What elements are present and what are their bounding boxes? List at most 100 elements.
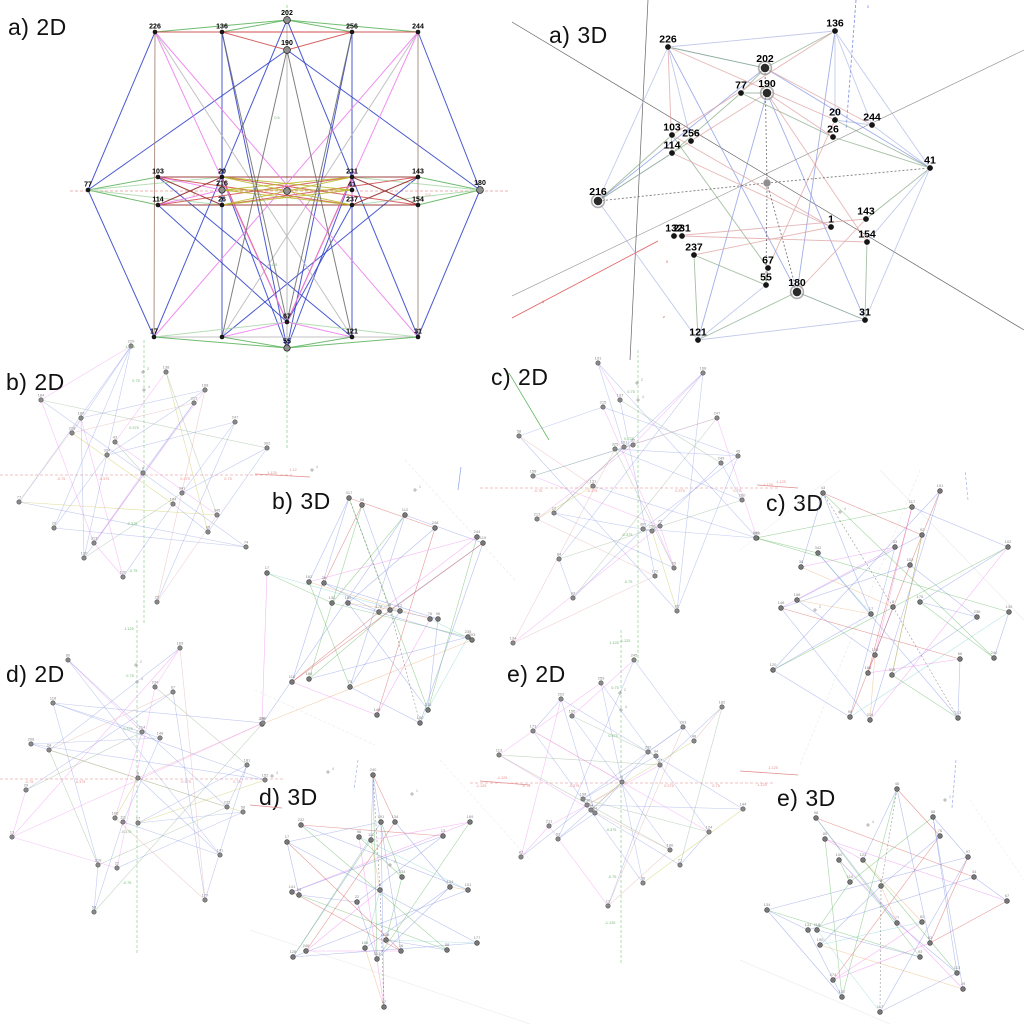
node-label: 131 [590, 478, 597, 483]
graph-node [822, 836, 828, 842]
node-label: 112 [402, 507, 409, 512]
axis-line [439, 760, 530, 861]
graph-edge [380, 821, 403, 878]
graph-edge [548, 764, 661, 827]
node-label: 211 [546, 818, 553, 823]
graph-edge [71, 345, 132, 434]
axis-tick-label: -0.75 [57, 477, 66, 481]
graph-node [298, 822, 304, 828]
node-label: 67 [171, 684, 176, 689]
graph-edge [815, 817, 975, 878]
graph-edge [153, 31, 156, 338]
graph-edge [137, 779, 266, 824]
graph-edge [862, 788, 898, 861]
graph-edge [548, 825, 609, 907]
graph-node [937, 488, 943, 494]
axis-line [951, 760, 957, 809]
graph-node [85, 187, 91, 193]
graph-node [753, 535, 759, 541]
graph-edge [597, 362, 621, 401]
node-label: 67 [762, 254, 774, 266]
node-label: 119 [480, 535, 487, 540]
graph-node [114, 865, 120, 871]
graph-node [919, 919, 925, 925]
axis-plus-label: 4 [276, 771, 278, 775]
graph-edge [572, 528, 644, 599]
graph-edge [323, 582, 439, 620]
graph-edge [864, 167, 931, 321]
node-label: 8 [880, 878, 883, 883]
graph-node [1006, 609, 1012, 615]
graph-node [690, 251, 698, 259]
node-label: 98 [360, 497, 365, 502]
node-label: 240 [260, 715, 267, 720]
graph-edge [671, 134, 832, 228]
axis-plus-label: 4 [141, 677, 143, 681]
node-label: 113 [954, 965, 961, 970]
graph-node [551, 510, 557, 516]
graph-edge [221, 176, 353, 191]
graph-edge [815, 817, 898, 924]
graph-edge [512, 448, 616, 644]
graph-edge [114, 441, 144, 474]
graph-edge [122, 737, 161, 823]
graph-edge [221, 189, 353, 206]
panel-label-d2d: d) 2D [6, 661, 65, 687]
graph-edge [40, 399, 247, 548]
graph-node-halo [759, 85, 775, 101]
graph-node [170, 689, 176, 695]
panel-label-a3d: a) 3D [549, 22, 608, 48]
graph-edge [498, 682, 602, 756]
node-label: 17 [150, 329, 158, 336]
axis-tick-label: -0.375 [121, 830, 132, 834]
axis-tick-label: 0.375 [180, 477, 190, 481]
graph-edge [385, 939, 448, 951]
graph-node [290, 954, 296, 960]
graph-edge [93, 389, 206, 544]
axis-tick-label: 0.75 [627, 390, 634, 394]
graph-edge [679, 831, 710, 866]
graph-edge [308, 636, 469, 680]
graph-edge [221, 176, 419, 206]
node-label: 190 [817, 937, 824, 942]
axis-line [512, 21, 1024, 331]
graph-edge [394, 821, 451, 888]
node-label: 216 [589, 186, 607, 198]
graph-edge [520, 825, 550, 858]
graph-edge [880, 788, 898, 887]
graph-edge [221, 31, 288, 323]
graph-edge [221, 189, 353, 206]
graph-edge [157, 176, 223, 191]
graph-node [346, 495, 352, 501]
graph-edge [370, 774, 374, 841]
node-label: 75 [348, 679, 353, 684]
graph-node [831, 27, 839, 35]
graph-edge [755, 537, 819, 554]
graph-edge [80, 389, 206, 419]
graph-node [762, 281, 770, 289]
graph-edge [351, 176, 481, 191]
graph-edge [286, 336, 353, 349]
graph-edge [874, 506, 913, 656]
graph-edge [364, 886, 451, 949]
axis-tick-label: 0.375 [624, 437, 634, 441]
graph-node [595, 360, 601, 366]
graph-edge [532, 698, 562, 732]
graph-edge [911, 506, 1009, 548]
graph-edge [602, 406, 739, 457]
node-label: 202 [281, 10, 293, 17]
graph-node [805, 927, 811, 933]
graph-edge [417, 31, 481, 191]
panel-label-e2d: e) 2D [507, 661, 566, 687]
node-label: 246 [303, 943, 310, 948]
graph-edge [376, 821, 471, 960]
graph-edge [766, 856, 969, 911]
graph-edge [348, 497, 391, 611]
graph-edge [83, 492, 183, 559]
node-label: 150 [417, 715, 424, 720]
graph-node [383, 937, 389, 943]
graph-edge [720, 462, 743, 501]
node-label: 67 [283, 314, 291, 321]
graph-node [619, 779, 625, 785]
node-label: 48 [692, 733, 697, 738]
